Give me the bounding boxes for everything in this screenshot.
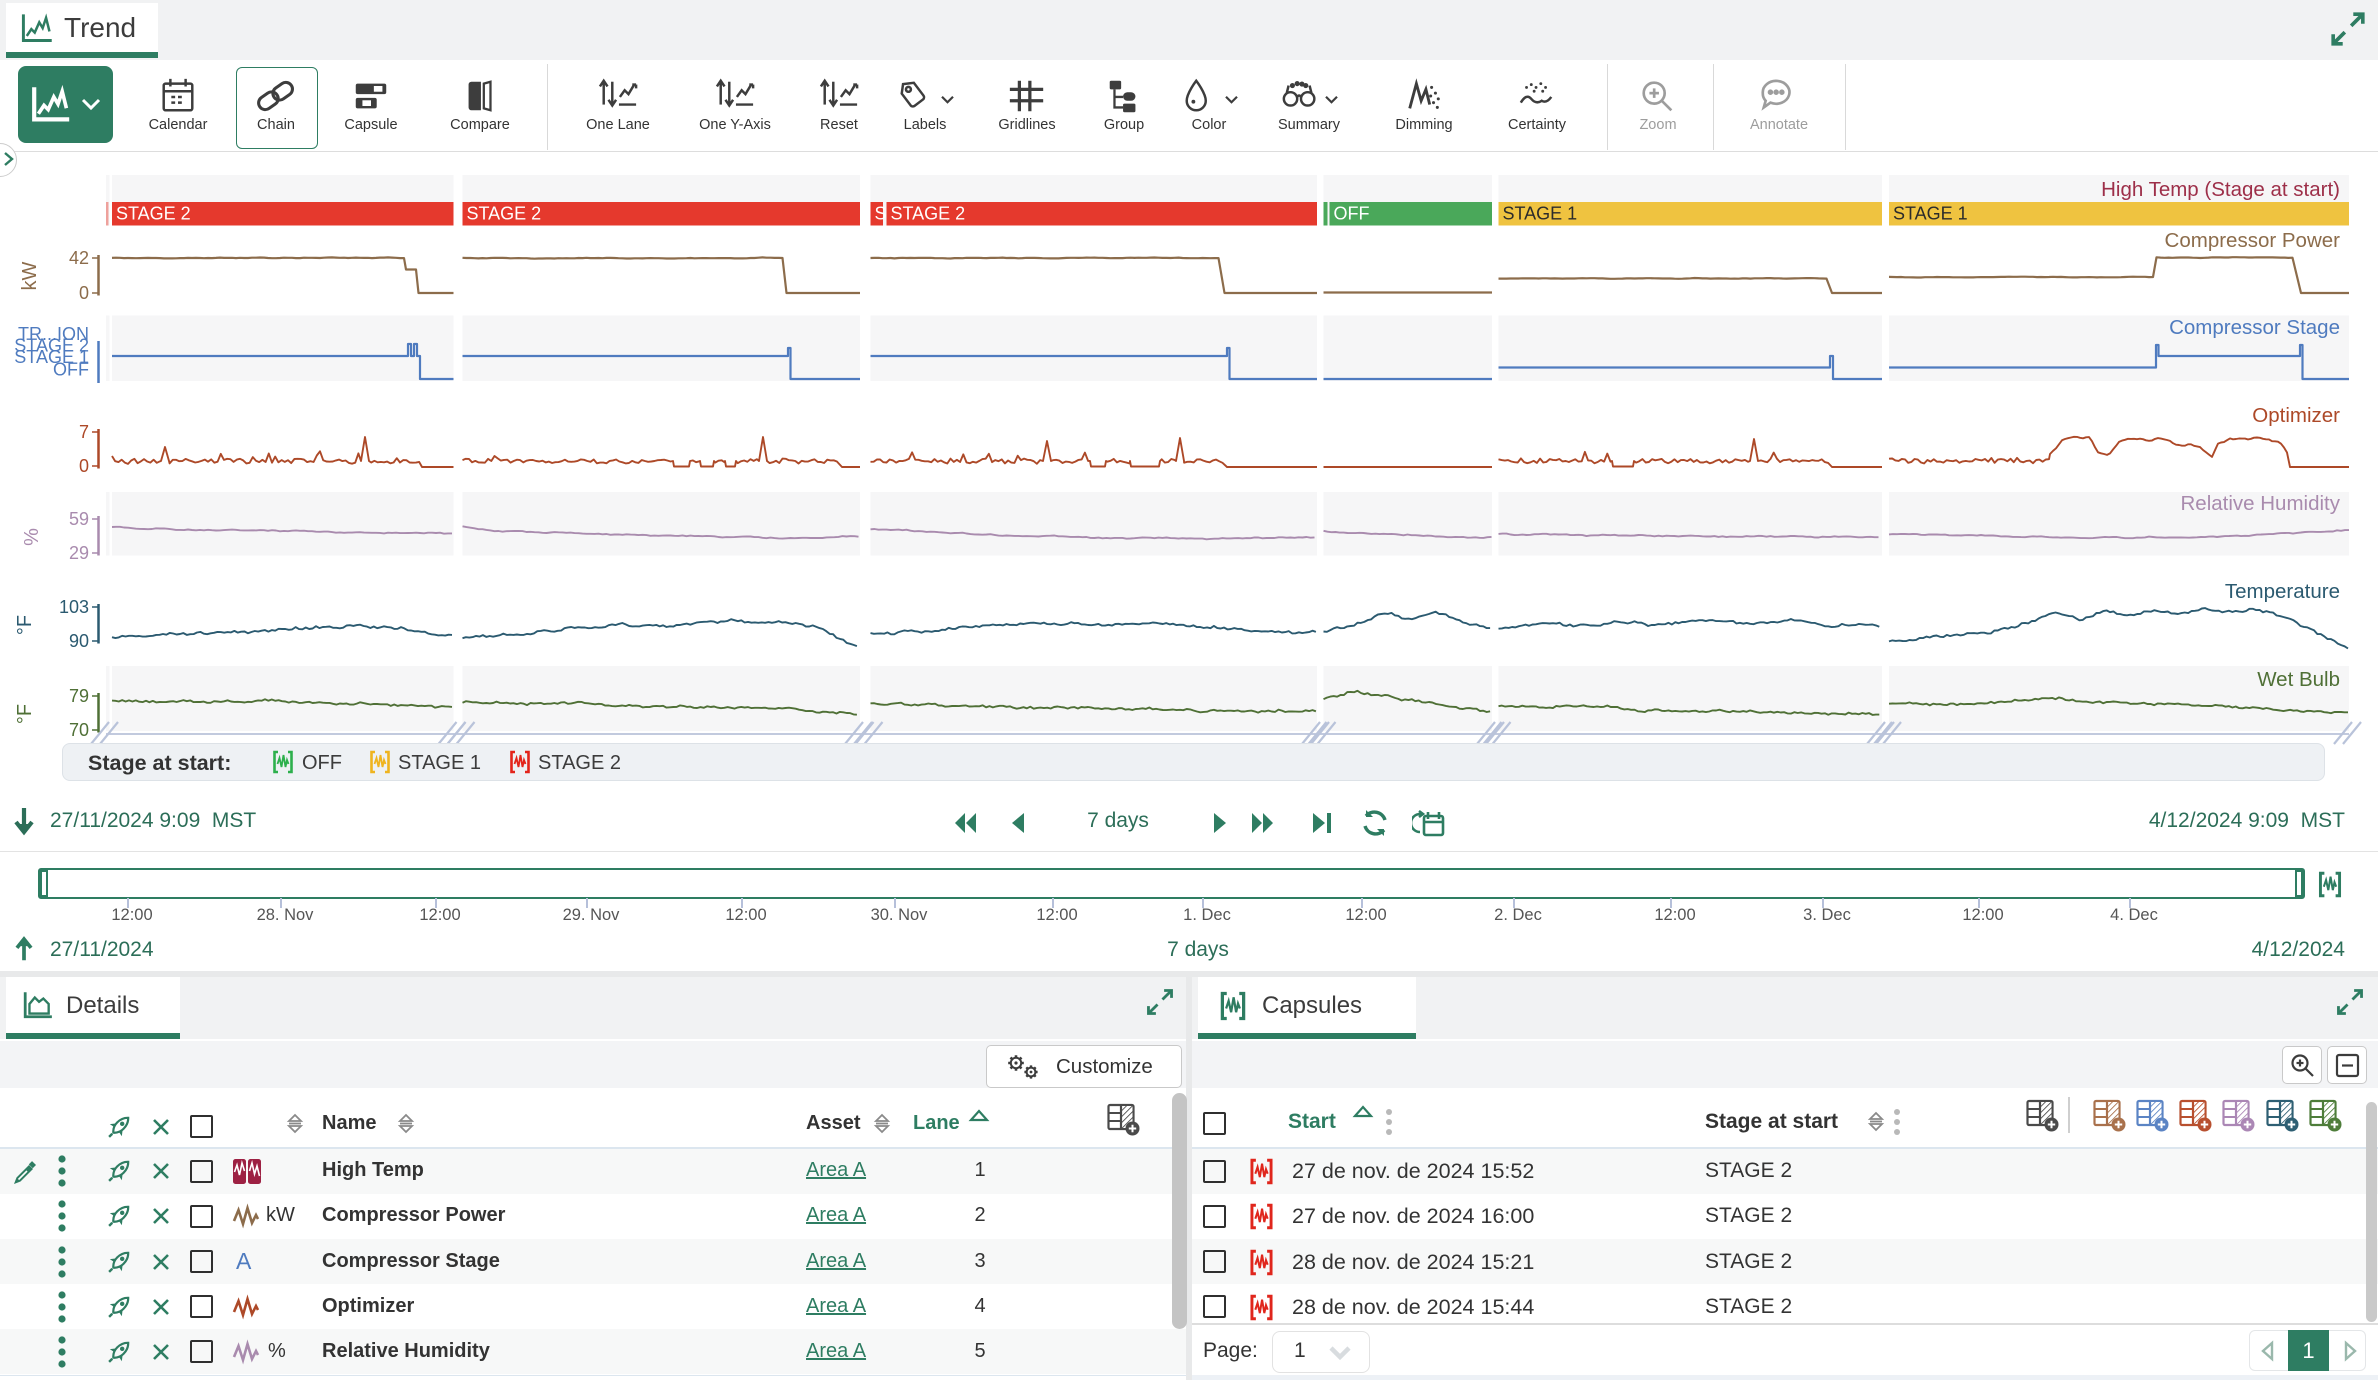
svg-text:Relative Humidity: Relative Humidity — [2181, 492, 2341, 515]
svg-text:0: 0 — [79, 456, 89, 476]
svg-text:90: 90 — [69, 631, 89, 651]
svg-text:High Temp (Stage at start): High Temp (Stage at start) — [2101, 178, 2340, 201]
svg-text:29: 29 — [69, 543, 89, 563]
svg-text:STAGE 1: STAGE 1 — [1503, 204, 1578, 224]
svg-text:S: S — [875, 204, 887, 224]
svg-text:Optimizer: Optimizer — [2252, 404, 2340, 427]
svg-text:STAGE 1: STAGE 1 — [1893, 204, 1968, 224]
svg-text:OFF: OFF — [53, 360, 89, 380]
svg-text:STAGE 2: STAGE 2 — [891, 204, 966, 224]
svg-text:Compressor Power: Compressor Power — [2165, 229, 2341, 252]
svg-text:°F: °F — [14, 704, 36, 724]
svg-text:7: 7 — [79, 422, 89, 442]
svg-text:kW: kW — [19, 261, 41, 290]
svg-text:59: 59 — [69, 509, 89, 529]
svg-text:0: 0 — [79, 283, 89, 303]
svg-text:Compressor Stage: Compressor Stage — [2169, 316, 2340, 339]
svg-text:79: 79 — [69, 686, 89, 706]
svg-text:42: 42 — [69, 248, 89, 268]
svg-text:Wet Bulb: Wet Bulb — [2257, 668, 2340, 691]
svg-text:STAGE 2: STAGE 2 — [116, 204, 191, 224]
svg-text:OFF: OFF — [1334, 204, 1370, 224]
svg-text:°F: °F — [14, 615, 36, 635]
svg-text:TR...ION: TR...ION — [18, 324, 89, 344]
svg-text:STAGE 2: STAGE 2 — [14, 336, 89, 356]
svg-text:Temperature: Temperature — [2225, 580, 2340, 603]
svg-text:%: % — [21, 528, 43, 546]
svg-text:STAGE 2: STAGE 2 — [467, 204, 542, 224]
svg-text:70: 70 — [69, 720, 89, 740]
svg-text:STAGE 1: STAGE 1 — [14, 347, 89, 367]
svg-text:103: 103 — [59, 597, 89, 617]
